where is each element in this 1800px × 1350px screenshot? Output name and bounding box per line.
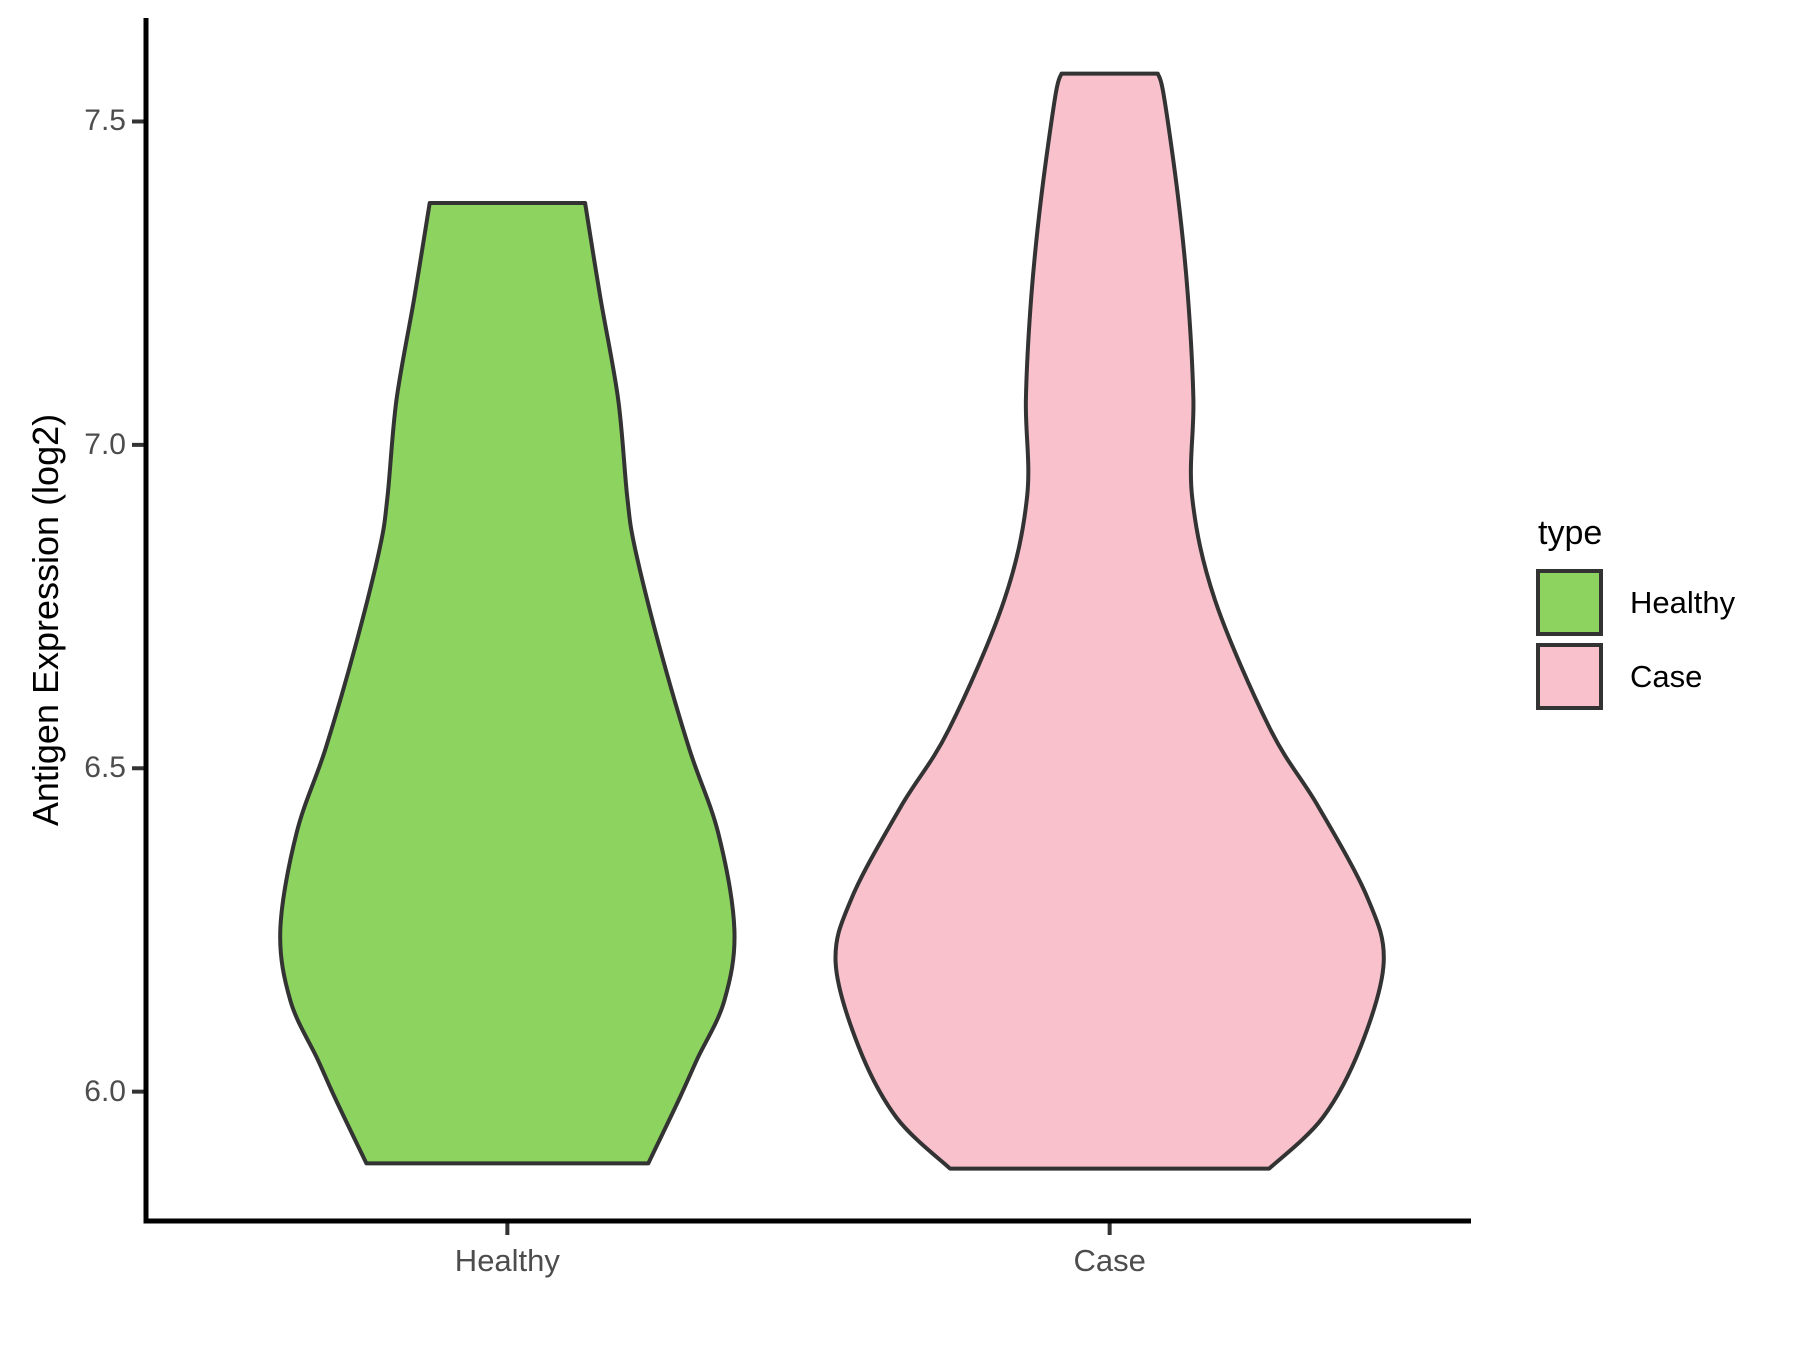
y-tick-label: 6.0 xyxy=(84,1074,126,1108)
legend: type Healthy Case xyxy=(1536,514,1735,710)
axis-lines xyxy=(143,18,1471,1224)
legend-key-case-swatch xyxy=(1536,643,1603,710)
legend-key-healthy-swatch xyxy=(1536,569,1603,636)
legend-item-label: Healthy xyxy=(1630,584,1736,620)
violin-healthy xyxy=(278,201,737,1166)
legend-item-healthy: Healthy xyxy=(1536,569,1735,636)
legend-item-label: Case xyxy=(1630,658,1703,694)
x-tick-label-case: Case xyxy=(1073,1243,1146,1278)
violin-layer xyxy=(278,71,1386,1171)
legend-title: type xyxy=(1538,514,1603,552)
violin-case xyxy=(833,71,1386,1171)
legend-item-case: Case xyxy=(1536,643,1735,710)
y-tick-label: 6.5 xyxy=(84,751,126,785)
y-tick-label: 7.5 xyxy=(84,104,126,138)
y-axis-title: Antigen Expression (log2) xyxy=(25,413,66,827)
y-tick-label: 7.0 xyxy=(84,427,126,461)
x-tick-label-healthy: Healthy xyxy=(454,1243,560,1278)
